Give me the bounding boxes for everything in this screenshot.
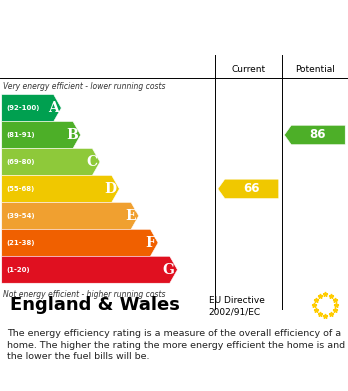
Text: EU Directive: EU Directive xyxy=(209,296,265,305)
Text: B: B xyxy=(66,128,78,142)
Text: 2002/91/EC: 2002/91/EC xyxy=(209,308,261,317)
Text: A: A xyxy=(48,101,58,115)
Polygon shape xyxy=(2,229,158,256)
Text: (92-100): (92-100) xyxy=(6,105,39,111)
Polygon shape xyxy=(218,179,279,199)
Text: F: F xyxy=(145,236,155,250)
Text: G: G xyxy=(163,263,175,277)
Text: E: E xyxy=(125,209,136,223)
Text: The energy efficiency rating is a measure of the overall efficiency of a home. T: The energy efficiency rating is a measur… xyxy=(7,329,345,361)
Text: Potential: Potential xyxy=(295,65,335,74)
Text: Very energy efficient - lower running costs: Very energy efficient - lower running co… xyxy=(3,83,166,91)
Text: 86: 86 xyxy=(309,129,326,142)
Text: C: C xyxy=(86,155,97,169)
Text: 66: 66 xyxy=(243,182,259,196)
Text: (21-38): (21-38) xyxy=(6,240,34,246)
Text: (1-20): (1-20) xyxy=(6,267,30,273)
Polygon shape xyxy=(2,176,119,203)
Polygon shape xyxy=(2,149,100,176)
Polygon shape xyxy=(2,256,177,283)
Text: Energy Efficiency Rating: Energy Efficiency Rating xyxy=(7,7,217,23)
Polygon shape xyxy=(2,95,61,122)
Polygon shape xyxy=(2,122,81,149)
Text: (69-80): (69-80) xyxy=(6,159,34,165)
Polygon shape xyxy=(2,203,139,229)
Text: (81-91): (81-91) xyxy=(6,132,34,138)
Text: England & Wales: England & Wales xyxy=(10,296,180,314)
Text: (55-68): (55-68) xyxy=(6,186,34,192)
Text: D: D xyxy=(104,182,117,196)
Polygon shape xyxy=(284,125,345,145)
Text: (39-54): (39-54) xyxy=(6,213,34,219)
Text: Current: Current xyxy=(231,65,266,74)
Text: Not energy efficient - higher running costs: Not energy efficient - higher running co… xyxy=(3,290,166,299)
